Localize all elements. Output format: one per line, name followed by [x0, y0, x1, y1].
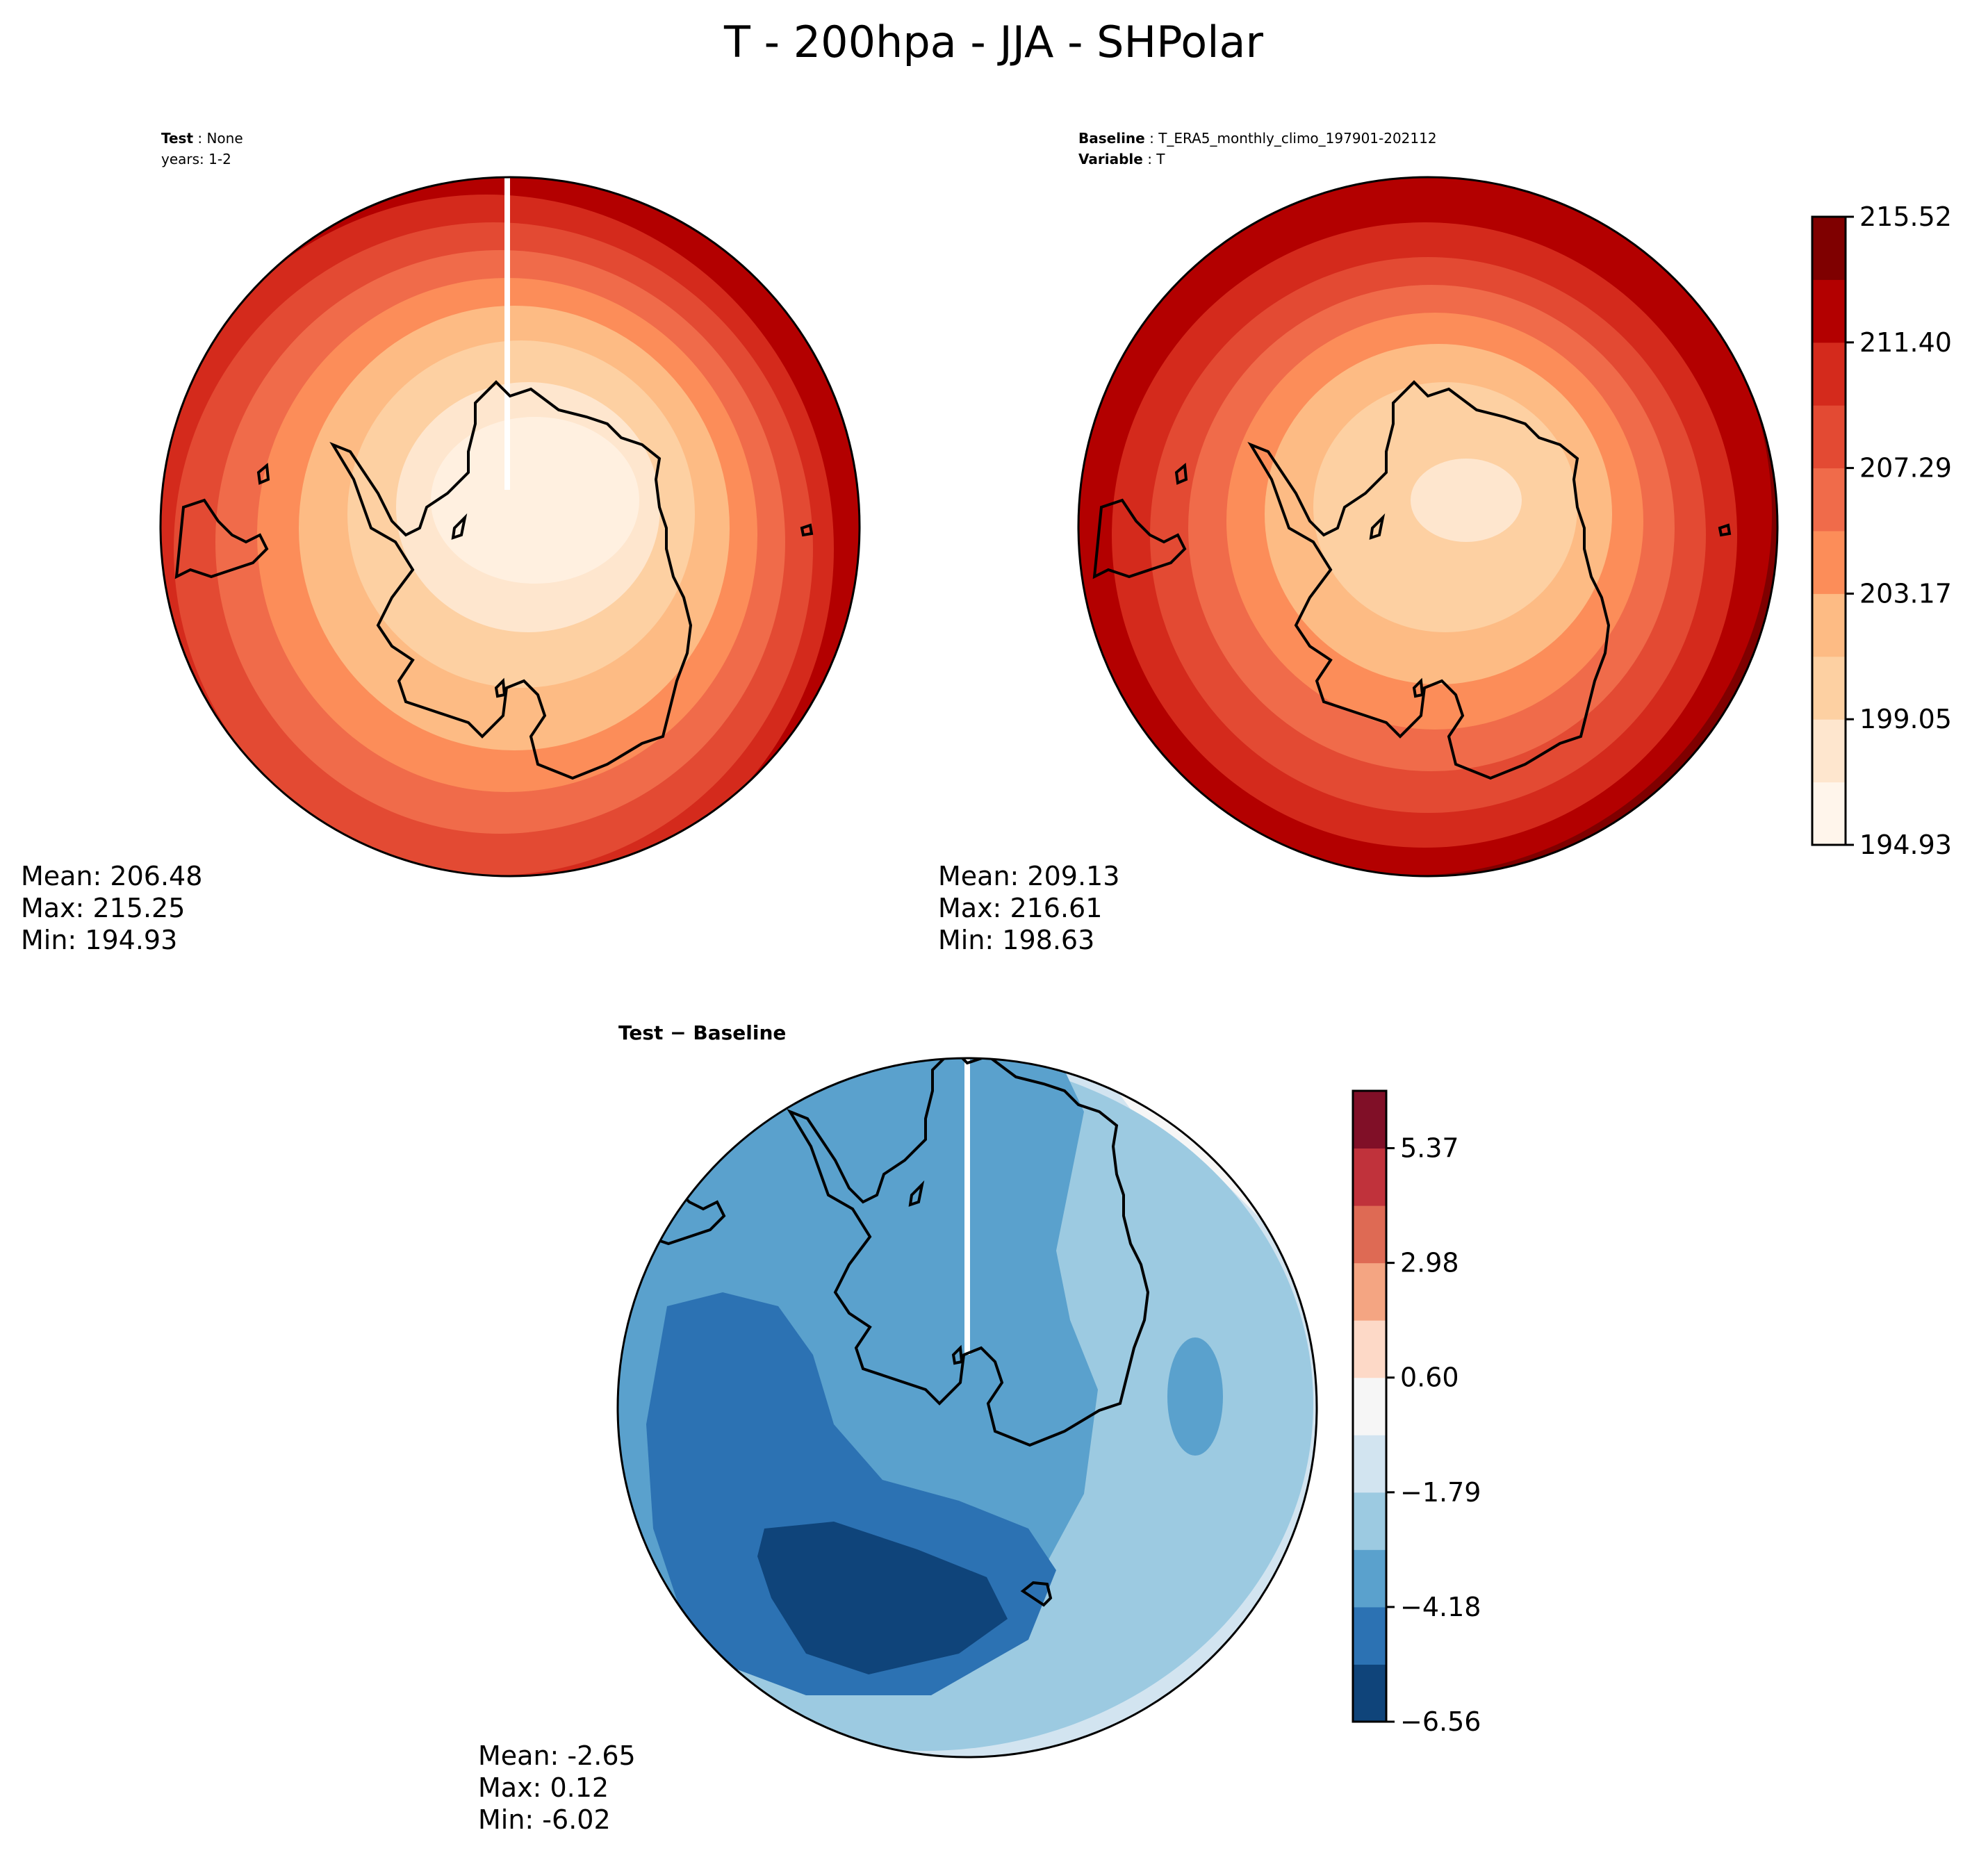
test-mean: Mean: 206.48: [21, 861, 202, 891]
temperature-colorbar-tick-label: 199.05: [1859, 704, 1952, 734]
difference-colorbar-tick-label: 5.37: [1400, 1133, 1459, 1164]
baseline-variable-key: Variable: [1078, 151, 1143, 167]
baseline-map: [1078, 177, 1777, 876]
diff-mean: Mean: -2.65: [478, 1740, 636, 1771]
temperature-colorbar-tick-label: 215.52: [1859, 201, 1952, 232]
temperature-colorbar-segment: [1812, 719, 1846, 783]
temperature-colorbar-segment: [1812, 531, 1846, 594]
test-map-boundary: [159, 176, 861, 878]
baseline-panel-header: Baseline : T_ERA5_monthly_climo_197901-2…: [1078, 130, 1437, 167]
svg-text:Test : None: Test : None: [161, 130, 243, 147]
difference-colorbar-tick-label: −6.56: [1400, 1706, 1481, 1737]
diff-max: Max: 0.12: [478, 1772, 609, 1803]
temperature-colorbar-tick-label: 211.40: [1859, 327, 1952, 358]
diff-map: [618, 1058, 1317, 1757]
temperature-colorbar-segment: [1812, 782, 1846, 846]
baseline-map-boundary: [1077, 176, 1779, 878]
baseline-stats: Mean: 209.13 Max: 216.61 Min: 198.63: [938, 861, 1119, 955]
temperature-colorbar-segment: [1812, 279, 1846, 343]
baseline-min: Min: 198.63: [938, 925, 1094, 955]
temperature-colorbar: 194.93 199.05 203.17 207.29 211.40 215.52: [1811, 201, 1952, 860]
difference-colorbar: −6.56 −4.18 −1.79 0.60 2.98 5.37: [1352, 1089, 1481, 1737]
temperature-colorbar-tick-label: 203.17: [1859, 578, 1952, 609]
temperature-colorbar-tick-label: 207.29: [1859, 453, 1952, 484]
svg-text:Baseline : T_ERA5_monthly_clim: Baseline : T_ERA5_monthly_climo_197901-2…: [1078, 130, 1437, 147]
diff-min: Min: -6.02: [478, 1804, 611, 1835]
difference-colorbar-segment: [1353, 1492, 1386, 1550]
temperature-colorbar-segment: [1812, 593, 1846, 657]
test-stats: Mean: 206.48 Max: 215.25 Min: 194.93: [21, 861, 202, 955]
difference-colorbar-segment: [1353, 1320, 1386, 1378]
difference-colorbar-frame: [1352, 1089, 1388, 1723]
baseline-label-key: Baseline: [1078, 130, 1145, 147]
difference-colorbar-segment: [1353, 1091, 1386, 1149]
difference-colorbar-segment: [1353, 1549, 1386, 1608]
temperature-colorbar-segment: [1812, 468, 1846, 532]
temperature-colorbar-segment: [1812, 656, 1846, 720]
difference-colorbar-tick-label: 0.60: [1400, 1362, 1459, 1393]
temperature-colorbar-segment: [1812, 405, 1846, 469]
difference-colorbar-segment: [1353, 1606, 1386, 1665]
test-label-key: Test: [161, 130, 193, 147]
test-label-value: None: [206, 130, 243, 147]
difference-colorbar-segment: [1353, 1377, 1386, 1435]
difference-colorbar-segment: [1353, 1205, 1386, 1264]
test-map: [161, 177, 860, 876]
diff-map-boundary: [616, 1057, 1318, 1759]
difference-colorbar-tick-label: −1.79: [1400, 1477, 1481, 1508]
test-max: Max: 215.25: [21, 893, 185, 923]
svg-text:Variable : T: Variable : T: [1078, 151, 1165, 167]
baseline-variable-value: T: [1156, 151, 1165, 167]
baseline-max: Max: 216.61: [938, 893, 1102, 923]
temperature-colorbar-tick-label: 194.93: [1859, 830, 1952, 860]
figure-title: T - 200hpa - JJA - SHPolar: [723, 17, 1263, 67]
difference-colorbar-segment: [1353, 1262, 1386, 1321]
diff-stats: Mean: -2.65 Max: 0.12 Min: -6.02: [478, 1740, 636, 1835]
diff-panel-label: Test − Baseline: [618, 1021, 786, 1044]
test-panel-header: Test : None years: 1-2: [161, 130, 243, 167]
difference-colorbar-tick-label: 2.98: [1400, 1248, 1459, 1278]
baseline-mean: Mean: 209.13: [938, 861, 1119, 891]
temperature-colorbar-frame: [1811, 215, 1847, 846]
difference-colorbar-segment: [1353, 1435, 1386, 1493]
difference-colorbar-tick-label: −4.18: [1400, 1592, 1481, 1622]
difference-colorbar-segment: [1353, 1664, 1386, 1722]
baseline-label-value: T_ERA5_monthly_climo_197901-202112: [1158, 130, 1436, 147]
temperature-colorbar-segment: [1812, 342, 1846, 406]
difference-colorbar-segment: [1353, 1148, 1386, 1206]
test-min: Min: 194.93: [21, 925, 177, 955]
temperature-colorbar-segment: [1812, 217, 1846, 280]
test-years-line: years: 1-2: [161, 151, 231, 167]
